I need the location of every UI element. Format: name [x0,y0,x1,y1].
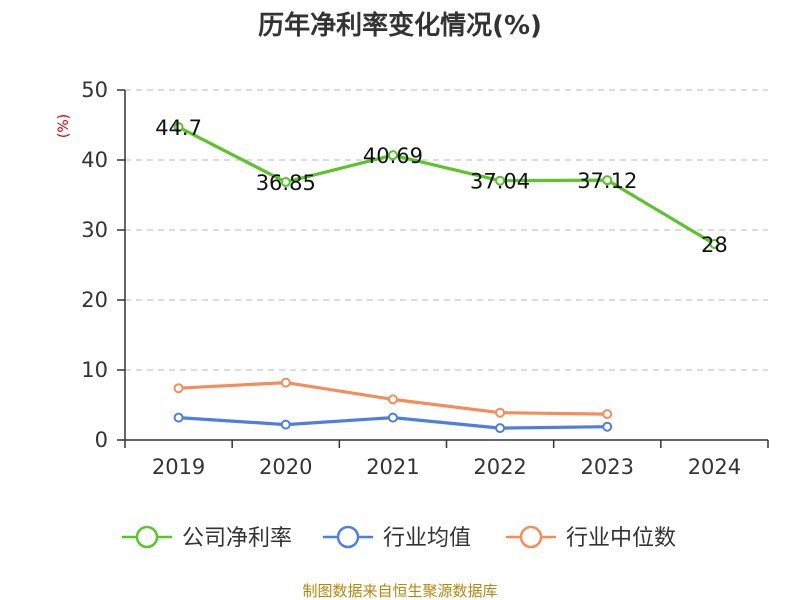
source-note: 制图数据来自恒生聚源数据库 [302,582,497,600]
data-label: 40.69 [363,144,423,168]
x-tick-label: 2024 [688,455,741,479]
data-label: 44.7 [155,116,202,140]
y-tick-label: 50 [81,78,108,102]
legend-label: 行业均值 [383,526,471,551]
y-tick-label: 0 [95,428,108,452]
point-行业均值 [387,412,398,423]
series-layer [173,122,720,434]
x-tick-label: 2022 [473,455,526,479]
data-label: 37.12 [577,169,637,193]
point-行业均值 [602,421,613,432]
point-行业中位数 [602,409,613,420]
point-行业中位数 [280,377,291,388]
point-公司净利率 [602,175,613,186]
chart-title: 历年净利率变化情况(%) [258,10,542,41]
point-行业中位数 [173,383,184,394]
x-tick-label: 2019 [152,455,205,479]
point-行业均值 [173,412,184,423]
gridlines [125,89,768,371]
legend-marker-行业中位数 [519,525,543,549]
axes: 0 10 20 30 40 50 2019 2020 2021 2022 2023 2024 [81,78,769,479]
point-行业均值 [495,423,506,434]
point-行业中位数 [495,407,506,418]
legend-label: 公司净利率 [182,526,292,551]
x-tick-label: 2020 [259,455,312,479]
legend-label: 行业中位数 [566,526,676,551]
y-tick-label: 20 [81,288,108,312]
x-tick-label: 2021 [366,455,419,479]
data-label: 37.04 [470,170,530,194]
point-公司净利率 [387,150,398,161]
data-labels: 44.7 36.85 40.69 37.04 37.12 28 [155,116,728,257]
data-label: 36.85 [256,171,316,195]
series-line-公司净利率 [177,125,716,246]
y-tick-label: 30 [81,218,108,242]
point-公司净利率 [173,122,184,133]
legend-marker-行业均值 [336,525,360,549]
point-公司净利率 [709,239,720,249]
legend: 公司净利率 行业均值 行业中位数 [122,525,676,551]
legend-marker-公司净利率 [135,525,159,549]
y-tick-label: 40 [81,148,108,172]
point-行业中位数 [387,394,398,405]
y-tick-label: 10 [81,358,108,382]
y-axis-label: (%) [56,114,72,138]
point-行业均值 [280,419,291,430]
point-公司净利率 [495,175,506,186]
x-tick-label: 2023 [581,455,634,479]
point-公司净利率 [280,177,291,188]
data-label: 28 [701,233,728,257]
